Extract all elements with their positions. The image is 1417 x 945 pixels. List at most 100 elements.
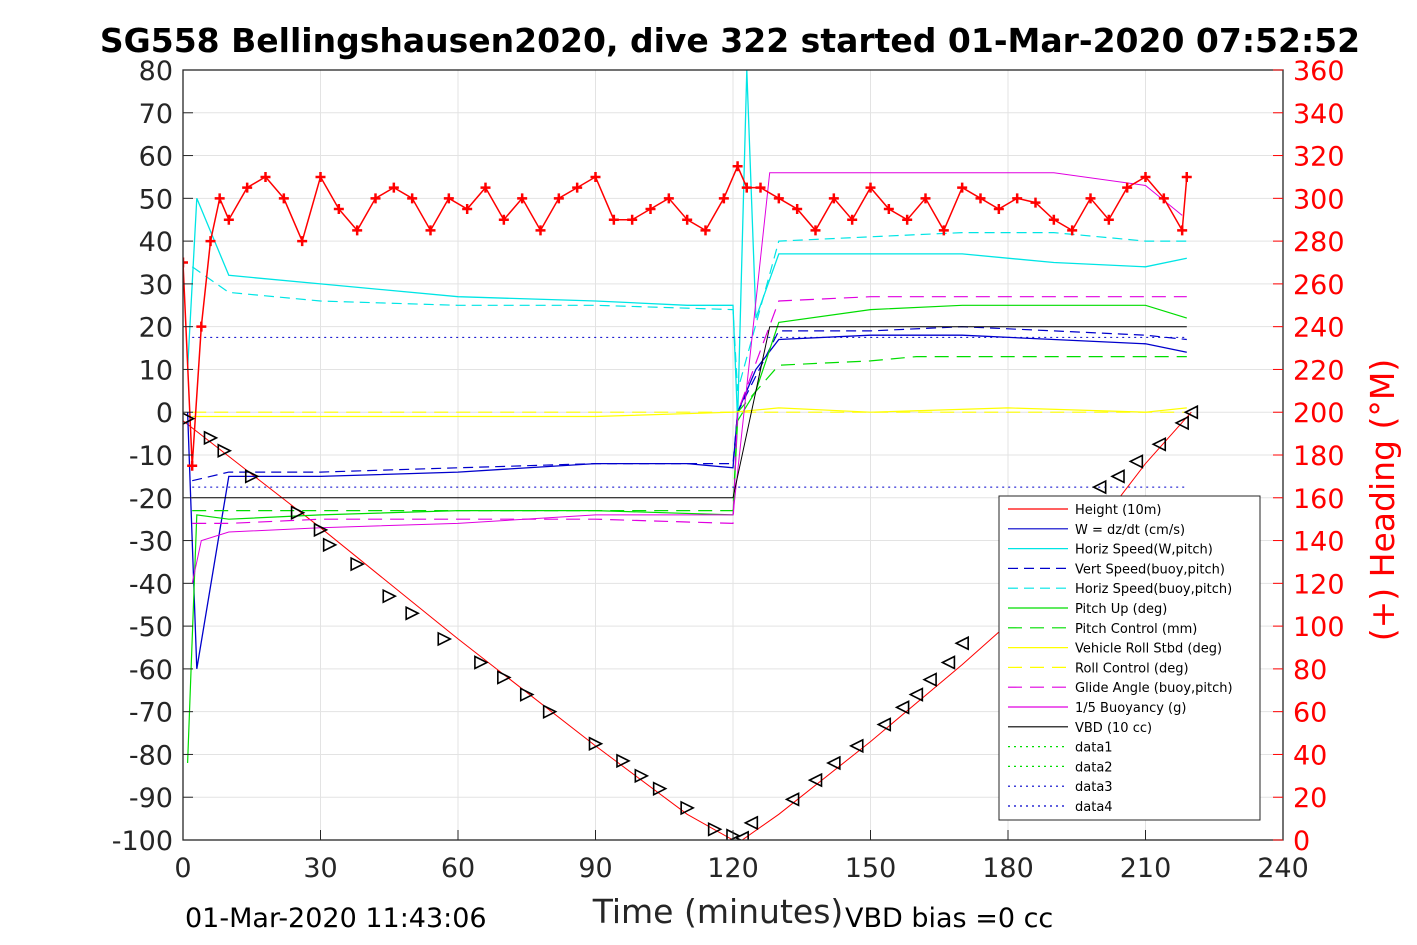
heading-point	[957, 182, 968, 193]
heading-point	[214, 193, 225, 204]
depth-marker	[826, 755, 841, 771]
y2-tick-label: 100	[1293, 612, 1345, 643]
y-tick-label: 60	[139, 142, 173, 173]
x-tick-label: 240	[1257, 853, 1309, 884]
depth-marker	[616, 753, 631, 769]
y2-tick-label: 180	[1293, 441, 1345, 472]
heading-point	[1030, 197, 1041, 208]
depth-marker	[1091, 479, 1107, 495]
heading-point	[627, 214, 638, 225]
series-line-10	[192, 296, 1187, 525]
depth-marker	[1151, 437, 1167, 452]
depth-marker	[183, 412, 196, 425]
heading-point	[187, 460, 198, 471]
heading-point	[902, 214, 913, 225]
y-tick-label: -10	[129, 441, 173, 472]
heading-point	[352, 225, 363, 236]
legend-entry-7: Pitch Control (mm)	[1075, 622, 1197, 637]
legend-box	[998, 495, 1261, 821]
legend-entry-16: data4	[1075, 800, 1113, 815]
heading-point	[1158, 193, 1169, 204]
depth-marker	[894, 700, 910, 715]
depth-marker	[707, 822, 723, 837]
depth-marker	[743, 815, 759, 831]
depth-marker	[474, 655, 489, 670]
heading-point	[480, 182, 491, 193]
heading-point	[1140, 171, 1151, 182]
y2-tick-label: 0	[1293, 826, 1310, 857]
y-tick-label: -50	[129, 612, 173, 643]
heading-point	[535, 225, 546, 236]
y-tick-label: -90	[129, 783, 173, 814]
chart-title: SG558 Bellingshausen2020, dive 322 start…	[100, 21, 1360, 60]
y2-tick-label: 160	[1293, 484, 1345, 515]
x-tick-label: 60	[441, 853, 475, 884]
heading-point	[700, 225, 711, 236]
depth-marker	[807, 772, 823, 788]
depth-marker	[1174, 415, 1189, 431]
heading-point	[645, 204, 656, 215]
depth-marker	[217, 443, 233, 459]
heading-point	[938, 225, 949, 236]
depth-marker	[940, 655, 956, 670]
legend-entry-1: Height (10m)	[1075, 503, 1161, 518]
y-tick-label: 50	[139, 184, 173, 215]
legend-entry-2: W = dz/dt (cm/s)	[1075, 523, 1185, 538]
heading-point	[1103, 214, 1114, 225]
x-axis-label: Time (minutes)	[592, 892, 844, 931]
depth-marker	[322, 537, 338, 553]
depth-marker	[244, 469, 260, 484]
legend-entry-4: Vert Speed(buoy,pitch)	[1075, 562, 1225, 577]
y2-tick-label: 220	[1293, 355, 1345, 386]
footer-vbd-bias: VBD bias =0 cc	[845, 903, 1053, 934]
y-tick-label: -40	[129, 569, 173, 600]
heading-point	[1067, 225, 1078, 236]
x-tick-label: 180	[982, 853, 1034, 884]
legend-entry-11: 1/5 Buoyancy (g)	[1075, 701, 1186, 716]
y-tick-label: -70	[129, 698, 173, 729]
legend-entry-9: Roll Control (deg)	[1075, 661, 1189, 676]
y2-tick-label: 340	[1293, 99, 1345, 130]
heading-point	[297, 236, 308, 247]
y-tick-label: -80	[129, 740, 173, 771]
series-line-12	[192, 326, 1187, 499]
heading-point	[792, 204, 803, 215]
depth-marker	[542, 704, 558, 719]
y-axis: 80 70 60 50 40 30 20 10 0 -10 -20 -30 -40 -50 -60 -70 -8…	[112, 56, 193, 857]
heading-point	[755, 182, 766, 193]
y-tick-label: 20	[139, 313, 173, 344]
heading-point	[1085, 193, 1096, 204]
y-tick-label: -60	[129, 655, 173, 686]
heading-point	[196, 321, 207, 332]
heading-point	[865, 182, 876, 193]
heading-point	[847, 214, 858, 225]
depth-marker	[1110, 469, 1125, 484]
y2-tick-label: 40	[1293, 740, 1327, 771]
heading-point	[773, 193, 784, 204]
legend-entry-15: data3	[1075, 780, 1113, 795]
y2-tick-label: 360	[1293, 56, 1345, 87]
heading-point	[572, 182, 583, 193]
depth-marker	[876, 717, 892, 732]
x-tick-label: 0	[174, 853, 191, 884]
heading-point	[920, 193, 931, 204]
depth-marker	[1183, 404, 1199, 420]
y-tick-label: 10	[139, 355, 173, 386]
y2-tick-label: 260	[1293, 270, 1345, 301]
y-tick-label: -20	[129, 484, 173, 515]
depth-marker	[848, 738, 864, 754]
heading-point	[315, 171, 326, 182]
depth-marker	[437, 631, 453, 647]
heading-point	[741, 182, 752, 193]
heading-point	[663, 193, 674, 204]
heading-point	[1122, 182, 1133, 193]
heading-point	[732, 161, 743, 172]
x-tick-label: 120	[707, 853, 759, 884]
heading-point	[553, 193, 564, 204]
y2-axis: 3603403203002802602402202001801601401201…	[1273, 56, 1345, 857]
x-tick-label: 150	[845, 853, 897, 884]
heading-point	[462, 204, 473, 215]
heading-point	[388, 182, 399, 193]
depth-marker	[405, 605, 420, 621]
